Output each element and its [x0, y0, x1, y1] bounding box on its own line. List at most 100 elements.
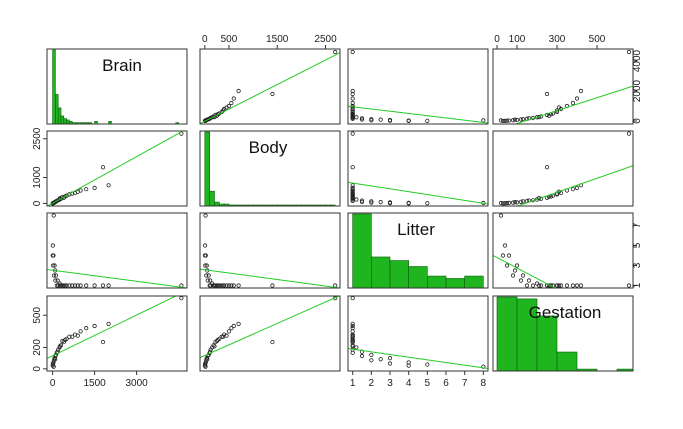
data-point	[226, 329, 232, 334]
data-point	[354, 197, 359, 202]
data-point	[570, 283, 576, 288]
data-point	[406, 200, 411, 205]
data-point	[359, 199, 365, 204]
tick-label: 2	[369, 378, 375, 389]
data-point	[92, 185, 97, 190]
histogram-bar	[371, 256, 391, 288]
data-point	[350, 113, 355, 118]
data-point	[215, 337, 220, 343]
data-point	[506, 118, 512, 123]
data-point	[205, 278, 210, 283]
panel-frame	[199, 295, 341, 372]
data-point	[229, 100, 234, 106]
data-point	[350, 49, 355, 55]
panel-litter-litter: Litter	[347, 212, 489, 289]
top-axis-body: 0 500 1500 2500	[202, 34, 337, 49]
data-point	[510, 118, 516, 123]
data-point	[626, 131, 632, 136]
right-axis-litter: 1 3 5 7	[632, 222, 643, 288]
data-point	[70, 283, 75, 288]
data-point	[204, 358, 209, 363]
data-point	[578, 88, 584, 94]
scatter-gestation-litter	[348, 296, 488, 370]
data-point	[53, 273, 59, 278]
panel-litter-gestation	[492, 212, 634, 289]
data-point	[236, 88, 241, 94]
histogram-bar	[616, 368, 633, 371]
data-point	[350, 131, 355, 136]
scatter-body-litter	[348, 131, 488, 206]
histogram-bar	[445, 278, 465, 288]
data-point	[63, 337, 68, 343]
tick-label: 5	[425, 378, 431, 389]
data-point	[350, 189, 355, 194]
histogram-bar	[66, 119, 70, 124]
data-point	[578, 283, 584, 288]
scatter-litter-gestation	[493, 213, 632, 288]
data-point	[212, 344, 217, 349]
data-point	[406, 360, 411, 365]
data-point	[350, 339, 355, 345]
data-point	[406, 118, 411, 123]
panel-frame	[199, 212, 341, 289]
tick-label: 0	[632, 118, 643, 124]
tick-label: 1	[350, 378, 356, 389]
panel-litter-body	[199, 212, 341, 289]
data-point	[502, 243, 508, 248]
data-point	[510, 273, 516, 278]
panel-brain-body	[199, 48, 341, 125]
data-point	[354, 345, 359, 350]
data-point	[350, 323, 355, 329]
data-point	[229, 326, 234, 331]
data-point	[231, 96, 236, 101]
histogram-bar	[55, 94, 59, 124]
scatter-body-gestation	[498, 131, 633, 206]
histogram-bar	[204, 131, 210, 206]
scatter-gestation-body	[200, 296, 340, 369]
data-point	[229, 283, 234, 288]
panel-frame	[492, 295, 634, 372]
histogram-bar	[88, 122, 93, 124]
histogram-bar	[352, 213, 372, 288]
data-point	[570, 187, 576, 192]
tick-label: 3	[387, 378, 393, 389]
data-point	[387, 200, 393, 205]
data-point	[500, 118, 506, 124]
data-point	[75, 189, 80, 194]
data-point	[57, 344, 62, 349]
data-point	[224, 283, 229, 288]
variable-label-gestation: Gestation	[529, 303, 602, 322]
data-point	[224, 333, 229, 338]
fit-line	[516, 165, 633, 206]
histogram-bar	[389, 260, 409, 288]
panel-frame	[347, 48, 489, 125]
data-point	[78, 283, 83, 288]
data-point	[203, 364, 208, 369]
data-point	[538, 283, 544, 288]
data-point	[270, 339, 275, 345]
data-point	[84, 326, 89, 331]
left-axis-body: 0 1000 2500	[32, 127, 47, 206]
data-point	[544, 165, 550, 170]
data-point	[106, 321, 111, 326]
data-point	[204, 263, 209, 268]
data-point	[350, 194, 355, 199]
histogram-bar	[427, 275, 447, 288]
data-point	[350, 321, 355, 326]
data-point	[60, 283, 65, 288]
data-point	[514, 263, 520, 268]
panel-frame	[46, 212, 188, 289]
panel-gestation-gestation: Gestation	[492, 295, 634, 372]
tick-label: 0	[50, 378, 56, 389]
data-point	[387, 117, 393, 123]
histogram-bar	[408, 266, 428, 288]
data-point	[536, 283, 542, 288]
data-point	[570, 100, 576, 106]
data-point	[520, 199, 526, 204]
data-point	[502, 201, 508, 206]
panel-gestation-body	[199, 295, 341, 372]
data-point	[350, 115, 355, 120]
tick-label: 2000	[632, 79, 643, 102]
tick-label: 0	[32, 200, 43, 206]
panel-gestation-litter	[347, 295, 489, 372]
